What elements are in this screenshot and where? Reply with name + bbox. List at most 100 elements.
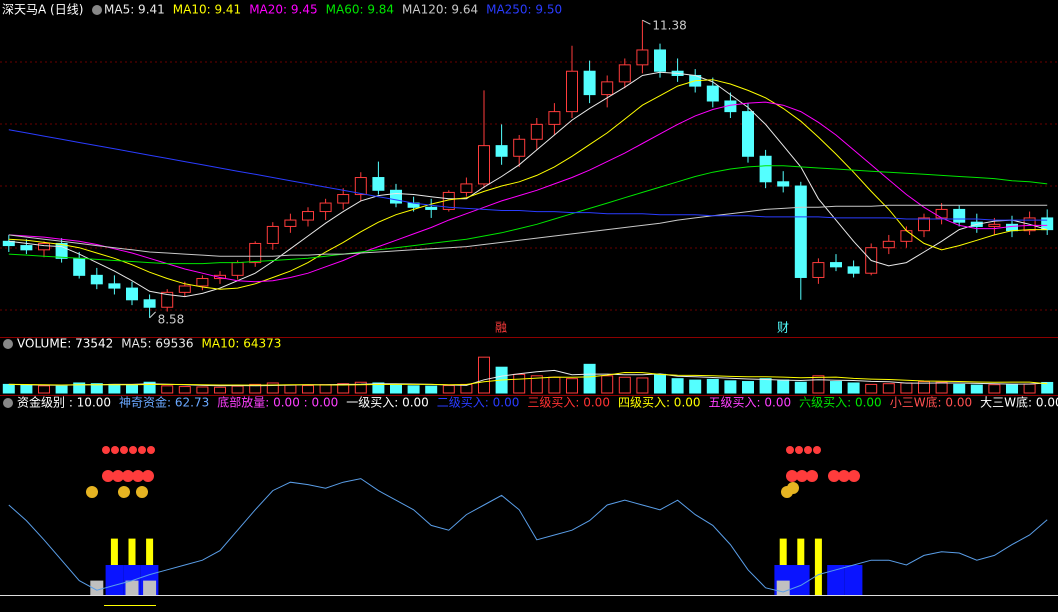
signal-icon [111, 446, 119, 454]
legend-entry: MA120: 9.64 [402, 3, 478, 17]
volume-bar [354, 381, 367, 394]
signal-icon [102, 446, 110, 454]
high-annotation: 11.38 [652, 19, 686, 33]
signal-bar [844, 565, 863, 595]
signal-bar [125, 580, 139, 595]
volume-bar [90, 383, 103, 394]
candle-body [319, 202, 332, 213]
legend-entry: 四级买入: 0.00 [618, 396, 701, 410]
volume-bar [372, 382, 385, 394]
volume-bar [337, 383, 350, 394]
legend-entry: MA20: 9.45 [249, 3, 317, 17]
volume-bar [284, 384, 297, 394]
candle-body [460, 183, 473, 193]
volume-bar [442, 385, 455, 394]
candle-body [214, 274, 226, 280]
signal-icon [786, 470, 798, 482]
volume-bar [988, 384, 1001, 394]
candle-body [425, 206, 438, 210]
candle-body [654, 49, 666, 72]
signal-bar [105, 565, 124, 595]
volume-bar [812, 375, 825, 394]
signal-icon [795, 446, 803, 454]
candle-body [794, 185, 807, 278]
ma-line [8, 79, 1048, 290]
menu-icon[interactable] [3, 339, 13, 349]
signal-icon [86, 486, 98, 498]
signal-icon [118, 486, 130, 498]
volume-bar [654, 373, 666, 394]
legend-entry: 大三W底: 0.00 [980, 395, 1058, 410]
candle-body [20, 245, 33, 251]
menu-icon[interactable] [3, 398, 13, 408]
candle-body [759, 155, 772, 183]
candle-body [1006, 223, 1018, 232]
legend-entry: MA10: 9.41 [173, 3, 241, 17]
volume-bar [847, 382, 860, 394]
candle-body [918, 217, 930, 232]
volume-bar [865, 383, 878, 394]
volume-bar [777, 379, 790, 394]
signal-icons [86, 446, 860, 498]
volume-bar [566, 378, 578, 394]
volume-bar [513, 373, 526, 394]
candle-body [988, 223, 1001, 227]
candle-body [73, 257, 86, 276]
volume-bar [882, 383, 895, 394]
signal-bar [90, 580, 104, 595]
volume-bar [601, 375, 614, 394]
event-label: 财 [777, 321, 789, 335]
volume-bar [38, 385, 50, 394]
candle-body [108, 283, 121, 289]
volume-bar [1006, 383, 1018, 394]
ma-line [8, 371, 1048, 386]
candle-body [495, 145, 508, 157]
candle-body [478, 145, 490, 185]
candle-body [337, 194, 350, 204]
volume-bar [1023, 383, 1036, 394]
volume-bar [178, 386, 191, 394]
volume-bar [583, 363, 596, 394]
candle-body [847, 266, 860, 274]
legend-entry: 五级买入: 0.00 [709, 396, 792, 410]
legend-entry: 六级买入: 0.00 [799, 396, 882, 410]
candle-body [548, 111, 561, 125]
volume-bar [636, 377, 649, 394]
low-annotation: 8.58 [158, 312, 185, 326]
candle-body [302, 211, 314, 221]
candle-body [196, 278, 209, 287]
volume-bar [249, 383, 262, 394]
candle-body [178, 285, 191, 293]
volume-bar [73, 382, 86, 394]
signal-icon [787, 482, 799, 494]
event-label: 融 [495, 321, 507, 335]
candle-body [812, 262, 825, 278]
candle-body [143, 299, 156, 308]
volume-bar [830, 381, 842, 394]
volume-bar [742, 381, 754, 394]
ma-line [8, 129, 1048, 221]
signal-icon [848, 470, 860, 482]
signal-icon [828, 470, 840, 482]
legend-entry: VOLUME: 73542 [17, 337, 113, 351]
candle-body [636, 49, 649, 66]
marks: 11.38 8.58 [2, 19, 1054, 595]
volume-bar [935, 381, 948, 394]
volume-bar [706, 378, 719, 394]
volume-bar [20, 384, 33, 394]
volume-bar [407, 385, 420, 394]
volume-bar [319, 384, 332, 394]
volume-bar [126, 384, 138, 394]
candle-body [742, 111, 754, 157]
volume-bar [918, 381, 930, 394]
candle-body [566, 70, 578, 113]
signal-icon [132, 470, 144, 482]
candle-body [935, 208, 948, 219]
candle-body [266, 225, 279, 244]
candle-body [513, 138, 526, 157]
volume-bar [618, 376, 631, 394]
menu-icon[interactable] [92, 5, 102, 15]
legend-entry: MA60: 9.84 [326, 3, 394, 17]
volume-bar [530, 375, 543, 394]
